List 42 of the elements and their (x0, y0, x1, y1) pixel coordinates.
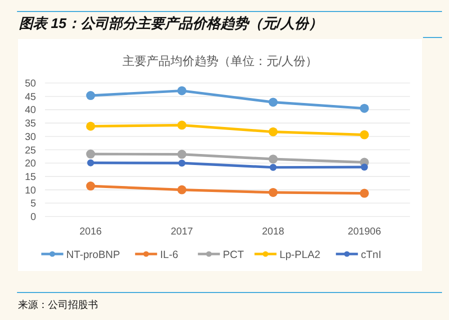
point (178, 160, 186, 167)
point (268, 127, 278, 136)
legend-label: cTnI (360, 249, 382, 261)
point (360, 104, 369, 113)
x-tick-label: 2018 (262, 226, 285, 238)
legend-label: IL-6 (160, 249, 178, 261)
point (177, 86, 186, 96)
x-tick-label: 201906 (348, 226, 382, 238)
y-tick-label: 0 (30, 212, 36, 223)
y-tick-label: 25 (24, 145, 36, 156)
point (87, 159, 94, 166)
y-tick-label: 5 (30, 198, 36, 210)
point (360, 164, 368, 171)
y-tick-label: 40 (24, 105, 36, 116)
point (268, 154, 278, 164)
y-tick-label: 50 (24, 78, 36, 90)
point (86, 91, 96, 100)
point (86, 182, 96, 191)
y-tick-label: 15 (24, 172, 36, 183)
chart-title: 图表 15：公司部分主要产品价格趋势（元/人份） (19, 15, 322, 31)
chart-subtitle: 主要产品均价趋势（单位：元/人份） (122, 54, 318, 68)
point (86, 150, 96, 159)
point (177, 150, 186, 159)
point (86, 122, 96, 131)
legend-label: Lp-PLA2 (280, 249, 321, 261)
point (268, 188, 278, 197)
point (177, 120, 186, 130)
point (270, 164, 277, 171)
y-tick-label: 35 (24, 118, 36, 130)
legend-label: NT-proBNP (66, 249, 120, 261)
y-tick-label: 20 (24, 158, 36, 170)
point (360, 130, 369, 140)
point (360, 188, 369, 198)
y-tick-label: 10 (24, 185, 36, 196)
point (268, 98, 278, 107)
y-tick-label: 45 (24, 92, 36, 103)
source-note: 来源：公司招股书 (18, 299, 98, 311)
x-tick-label: 2017 (170, 226, 194, 238)
legend-label: PCT (222, 249, 244, 261)
point (177, 185, 186, 194)
x-tick-label: 2016 (80, 226, 102, 238)
y-tick-label: 30 (24, 132, 36, 143)
